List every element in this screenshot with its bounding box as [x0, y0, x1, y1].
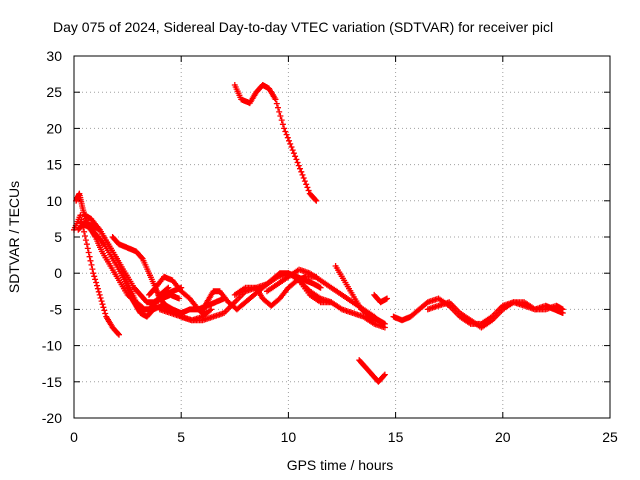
series-markers [371, 291, 390, 306]
series-arc-17 [424, 299, 566, 331]
y-tick-label: 20 [46, 120, 62, 136]
x-tick-label: 20 [495, 429, 511, 445]
series-arc-12 [296, 277, 388, 331]
y-tick-label: -15 [42, 374, 62, 390]
y-tick-label: -5 [50, 301, 63, 317]
series-markers [424, 299, 566, 331]
series-markers [296, 277, 388, 331]
x-tick-label: 15 [388, 429, 404, 445]
y-tick-label: -10 [42, 338, 62, 354]
series-markers [231, 82, 320, 204]
series-arc-15 [356, 357, 388, 385]
series-arc-13 [332, 263, 388, 327]
data-series-layer [71, 82, 566, 385]
x-tick-label: 25 [602, 429, 618, 445]
series-markers [356, 357, 388, 385]
x-tick-label: 10 [281, 429, 297, 445]
y-tick-label: 10 [46, 193, 62, 209]
series-arc-10 [231, 82, 320, 204]
series-arc-5 [75, 219, 183, 306]
series-arc-14 [371, 291, 390, 306]
y-tick-label: 15 [46, 157, 62, 173]
y-tick-label: 30 [46, 48, 62, 64]
y-tick-label: 25 [46, 84, 62, 100]
series-markers [75, 219, 183, 306]
series-markers [332, 263, 388, 327]
x-axis-label: GPS time / hours [287, 457, 394, 473]
y-tick-label: 0 [54, 265, 62, 281]
chart-title: Day 075 of 2024, Sidereal Day-to-day VTE… [53, 19, 553, 35]
x-tick-labels: 0 5 10 15 20 25 [70, 429, 618, 445]
x-tick-label: 5 [177, 429, 185, 445]
y-axis-label: SDTVAR / TECUs [6, 181, 22, 293]
x-tick-label: 0 [70, 429, 78, 445]
axis-ticks [73, 55, 611, 419]
y-tick-label: -20 [42, 410, 62, 426]
plot-frame [73, 55, 611, 419]
y-tick-label: 5 [54, 229, 62, 245]
y-tick-labels: -20 -15 -10 -5 0 5 10 15 20 25 30 [42, 48, 62, 426]
